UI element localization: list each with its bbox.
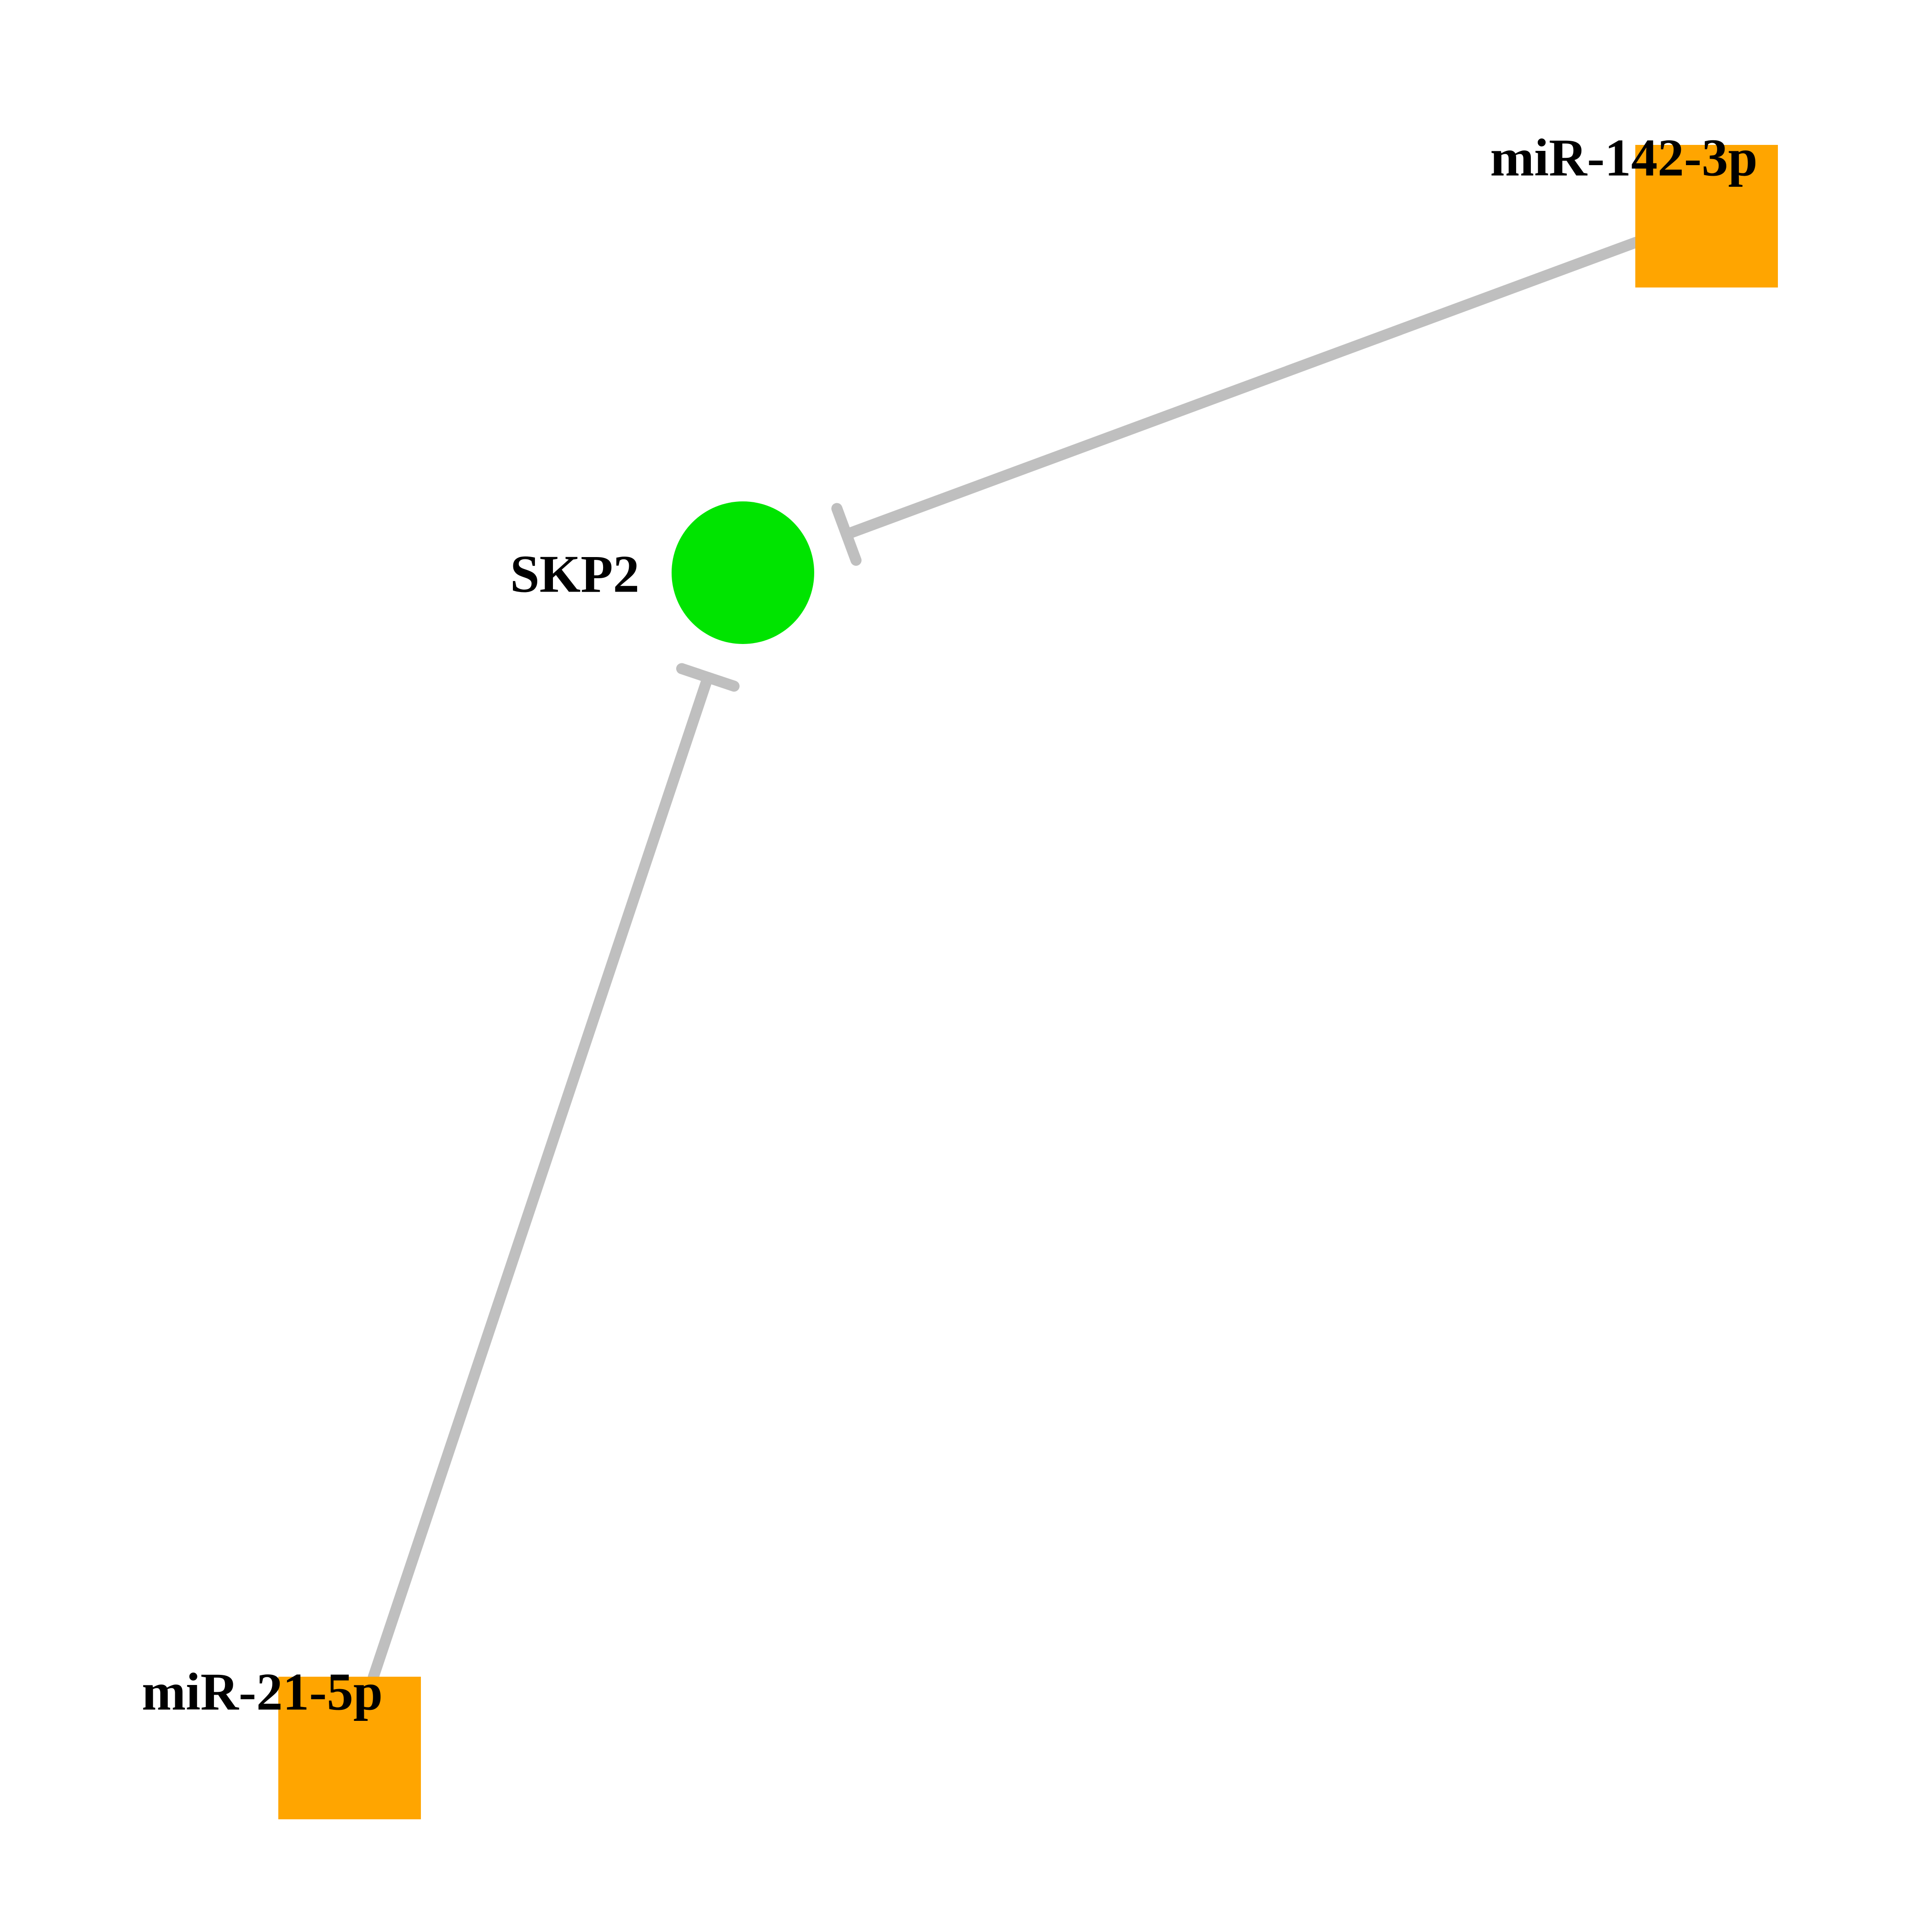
edge	[837, 242, 1636, 560]
network-diagram: SKP2 miR-142-3p miR-21-5p	[0, 0, 1932, 1932]
edges-layer	[374, 242, 1637, 1677]
edge-line	[374, 678, 708, 1677]
node-skp2: SKP2	[510, 501, 814, 644]
nodes-layer: SKP2 miR-142-3p miR-21-5p	[142, 128, 1778, 1819]
node-shape	[672, 501, 814, 644]
node-label: SKP2	[510, 545, 639, 603]
node-label: miR-142-3p	[1490, 128, 1757, 187]
node-mir21: miR-21-5p	[142, 1662, 421, 1819]
edge-line	[846, 242, 1636, 534]
edge	[374, 669, 734, 1677]
node-label: miR-21-5p	[142, 1662, 383, 1721]
node-mir142: miR-142-3p	[1490, 128, 1778, 288]
